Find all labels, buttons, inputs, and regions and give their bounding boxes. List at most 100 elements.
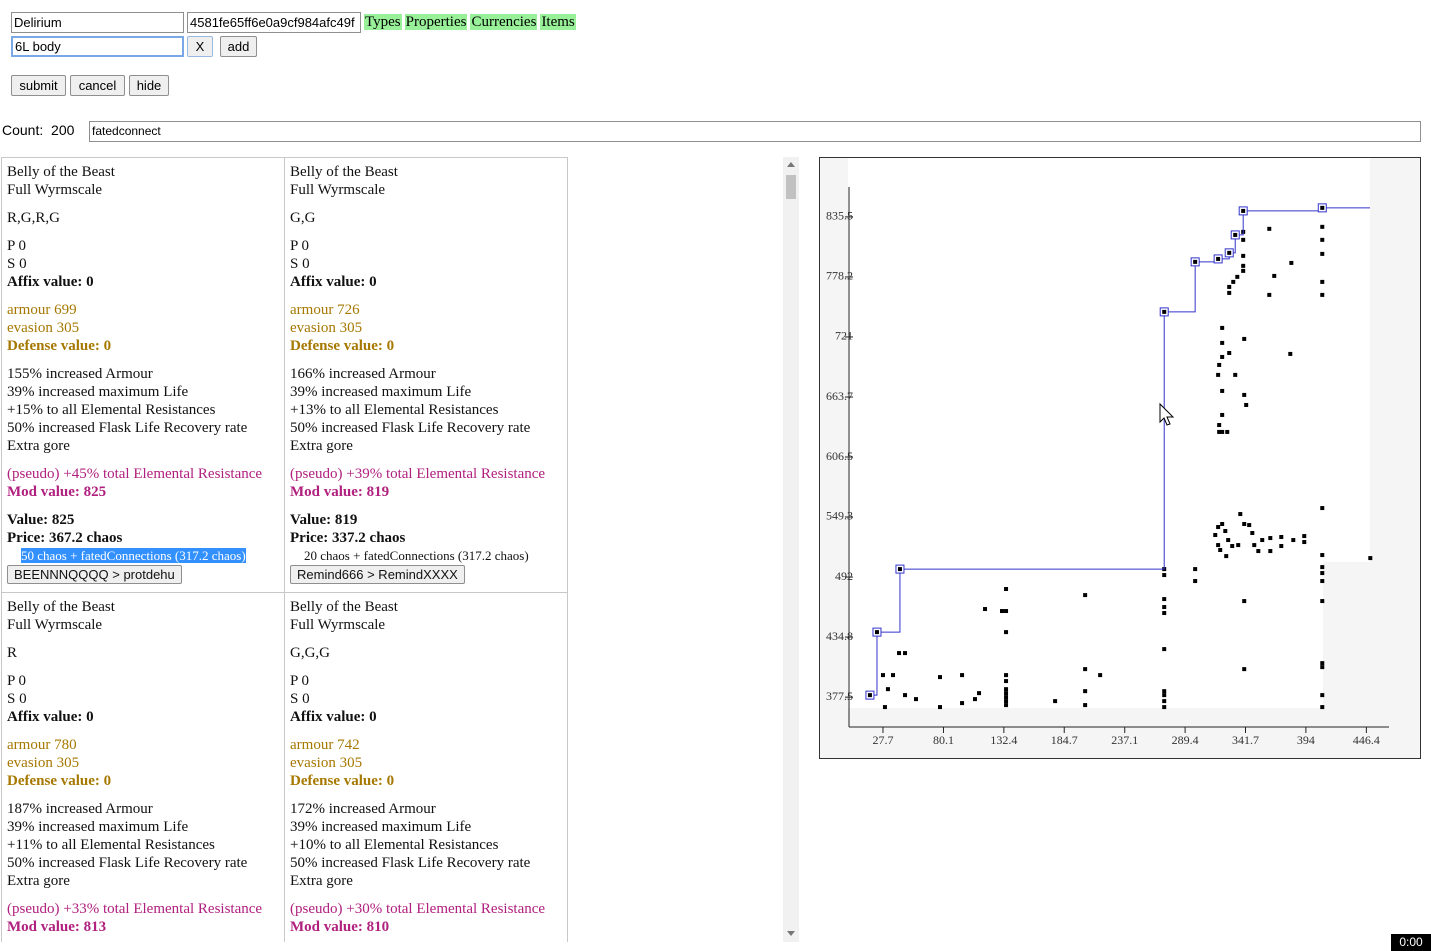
- price-detail: 20 chaos + fatedConnections (317.2 chaos…: [290, 547, 567, 564]
- point: [1279, 544, 1284, 549]
- point: [1320, 705, 1325, 710]
- filter-input[interactable]: fatedconnect: [89, 121, 1421, 142]
- point: [1368, 556, 1373, 561]
- scrollbar[interactable]: [783, 157, 799, 942]
- remove-button[interactable]: X: [187, 36, 213, 57]
- point: [1238, 512, 1243, 517]
- item-pseudo: (pseudo) +30% total Elemental Resistance: [290, 901, 546, 917]
- item-price: Price: 337.2 chaos: [290, 530, 406, 546]
- item-name: Belly of the Beast: [290, 599, 398, 615]
- seller-button[interactable]: BEENNNQQQQ > protdehu: [7, 565, 182, 584]
- price-detail: 50 chaos + fatedConnections (317.2 chaos…: [7, 547, 284, 564]
- item-armour: armour 780: [7, 737, 77, 753]
- y-tick-label: 549.3: [826, 509, 853, 523]
- item-armour: armour 742: [290, 737, 360, 753]
- tab[interactable]: Currencies: [470, 14, 538, 30]
- item-group: Belly of the Beast Full Wyrmscale: [290, 598, 567, 634]
- point: [1320, 553, 1325, 558]
- point: [1083, 593, 1088, 598]
- price-detail-text: 50 chaos + fatedConnections (317.2 chaos…: [21, 548, 246, 563]
- point: [1242, 336, 1247, 341]
- point: [903, 651, 908, 656]
- item-defense-value: Defense value: 0: [7, 338, 112, 354]
- point: [960, 701, 965, 706]
- item-prefix: P 0: [7, 238, 27, 254]
- point: [1241, 253, 1246, 258]
- plot-shade: [1323, 562, 1370, 708]
- submit-button[interactable]: submit: [11, 75, 66, 96]
- point: [1272, 273, 1277, 278]
- item-group: 172% increased Armour 39% increased maxim…: [290, 800, 567, 890]
- item-evasion: evasion 305: [7, 755, 80, 771]
- point: [1267, 226, 1272, 231]
- item-price: Price: 367.2 chaos: [7, 530, 123, 546]
- item-group: 155% increased Armour 39% increased maxim…: [7, 365, 284, 455]
- point: [1320, 661, 1325, 666]
- item-name: Belly of the Beast: [7, 599, 115, 615]
- point: [903, 693, 908, 698]
- point: [1302, 534, 1307, 539]
- item-group: Belly of the Beast Full Wyrmscale: [290, 163, 567, 199]
- item-mod: 50% increased Flask Life Recovery rate: [290, 855, 531, 871]
- item-mod: 172% increased Armour: [290, 801, 436, 817]
- item-mod: 39% increased maximum Life: [7, 819, 189, 835]
- x-tick-label: 27.7: [872, 733, 893, 747]
- item-mod: Extra gore: [290, 873, 353, 889]
- item-mod: +10% to all Elemental Resistances: [290, 837, 499, 853]
- point: [1291, 538, 1296, 543]
- tab[interactable]: Types: [364, 14, 402, 30]
- point: [1320, 571, 1325, 576]
- add-button[interactable]: add: [220, 36, 257, 57]
- item-mod: Extra gore: [290, 438, 353, 454]
- item-group: (pseudo) +45% total Elemental Resistance…: [7, 465, 284, 501]
- cancel-button[interactable]: cancel: [70, 75, 125, 96]
- point: [972, 697, 977, 702]
- tab[interactable]: Items: [540, 14, 576, 30]
- results-grid: Belly of the Beast Full Wyrmscale R,G,R,G P…: [1, 157, 783, 942]
- frontier-dot: [1193, 259, 1198, 264]
- y-tick-label: 606.5: [826, 449, 853, 463]
- query-input[interactable]: 6L body: [11, 36, 184, 57]
- seller-button[interactable]: Remind666 > RemindXXXX: [290, 565, 465, 584]
- item-sockets: R,G,R,G: [7, 210, 60, 226]
- frontier-dot: [1320, 205, 1325, 210]
- item-affix-value: Affix value: 0: [7, 709, 94, 725]
- point: [1216, 543, 1221, 548]
- tab[interactable]: Properties: [404, 14, 468, 30]
- point: [977, 691, 982, 696]
- item-prefix: P 0: [290, 238, 310, 254]
- item-mod: 155% increased Armour: [7, 366, 153, 382]
- item-group: R,G,R,G: [7, 209, 284, 227]
- frontier-dot: [1227, 250, 1232, 255]
- item-mod: +15% to all Elemental Resistances: [7, 402, 216, 418]
- item-group: armour 742 evasion 305 Defense value: 0: [290, 736, 567, 790]
- frontier-dot: [867, 693, 872, 698]
- x-tick-label: 394: [1297, 733, 1315, 747]
- frontier-dot: [1233, 232, 1238, 237]
- point: [1227, 290, 1232, 295]
- point: [1217, 362, 1222, 367]
- hide-button[interactable]: hide: [129, 75, 169, 96]
- hash-input[interactable]: 4581fe65ff6e0a9cf984afc49f: [187, 12, 361, 33]
- scroll-thumb[interactable]: [786, 175, 796, 199]
- point: [1004, 609, 1009, 614]
- league-input[interactable]: Delirium: [11, 12, 184, 33]
- scroll-down[interactable]: [787, 931, 795, 936]
- point: [1320, 506, 1325, 511]
- point: [880, 673, 885, 678]
- item-group: P 0 S 0 Affix value: 0: [290, 672, 567, 726]
- point: [891, 673, 896, 678]
- count-label: Count:: [2, 122, 44, 138]
- item-group: G,G: [290, 209, 567, 227]
- item-group: G,G,G: [290, 644, 567, 662]
- point: [1162, 611, 1167, 616]
- item-sockets: G,G: [290, 210, 316, 226]
- point: [1227, 350, 1232, 355]
- recorder-time: 0:00: [1391, 934, 1431, 951]
- point: [1220, 354, 1225, 359]
- item-group: armour 780 evasion 305 Defense value: 0: [7, 736, 284, 790]
- item-group: Belly of the Beast Full Wyrmscale: [7, 598, 284, 634]
- point: [1320, 693, 1325, 698]
- scroll-up[interactable]: [787, 162, 795, 167]
